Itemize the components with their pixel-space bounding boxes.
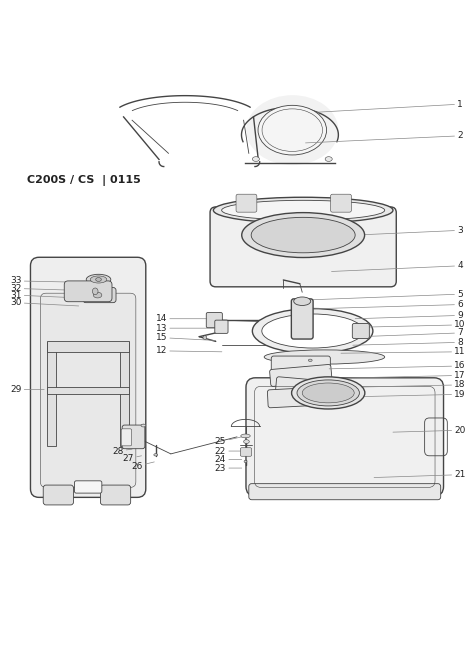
Ellipse shape xyxy=(302,383,354,403)
Bar xyxy=(47,387,129,394)
Ellipse shape xyxy=(241,434,250,438)
Text: 31: 31 xyxy=(10,291,79,299)
Text: 15: 15 xyxy=(155,333,216,342)
Ellipse shape xyxy=(244,461,247,462)
FancyBboxPatch shape xyxy=(275,377,326,396)
Text: 13: 13 xyxy=(155,324,218,333)
Ellipse shape xyxy=(244,440,249,444)
Ellipse shape xyxy=(292,377,365,409)
FancyBboxPatch shape xyxy=(122,425,145,449)
Text: 9: 9 xyxy=(355,311,463,320)
FancyBboxPatch shape xyxy=(30,257,146,497)
FancyBboxPatch shape xyxy=(91,281,104,291)
Ellipse shape xyxy=(252,157,259,161)
Ellipse shape xyxy=(96,277,101,281)
FancyBboxPatch shape xyxy=(267,386,334,408)
Text: 17: 17 xyxy=(331,371,466,380)
Text: 22: 22 xyxy=(215,446,242,455)
FancyBboxPatch shape xyxy=(215,320,228,333)
FancyBboxPatch shape xyxy=(74,481,102,493)
FancyBboxPatch shape xyxy=(352,323,369,339)
Text: 30: 30 xyxy=(10,298,79,307)
Ellipse shape xyxy=(90,276,107,283)
FancyBboxPatch shape xyxy=(270,364,332,386)
Ellipse shape xyxy=(252,308,373,353)
Text: 25: 25 xyxy=(215,437,242,446)
Ellipse shape xyxy=(297,380,359,406)
Ellipse shape xyxy=(93,292,102,298)
Ellipse shape xyxy=(86,274,111,284)
FancyBboxPatch shape xyxy=(40,293,136,488)
Text: 11: 11 xyxy=(341,347,466,356)
Ellipse shape xyxy=(222,201,385,220)
Ellipse shape xyxy=(92,288,98,295)
FancyBboxPatch shape xyxy=(100,485,131,505)
Text: 26: 26 xyxy=(131,462,155,471)
Text: 2: 2 xyxy=(306,132,463,143)
Text: 18: 18 xyxy=(329,381,466,390)
Text: 23: 23 xyxy=(215,464,242,473)
Ellipse shape xyxy=(154,453,157,456)
Ellipse shape xyxy=(251,217,355,253)
Text: 6: 6 xyxy=(298,300,463,309)
Text: 27: 27 xyxy=(123,454,142,463)
Text: 16: 16 xyxy=(329,361,466,370)
Bar xyxy=(47,342,56,446)
Text: 28: 28 xyxy=(112,446,132,455)
FancyBboxPatch shape xyxy=(210,207,396,287)
FancyBboxPatch shape xyxy=(292,299,313,339)
Text: 8: 8 xyxy=(353,338,463,347)
Text: 21: 21 xyxy=(374,470,466,479)
Text: 19: 19 xyxy=(336,390,466,399)
Text: C200S / CS  | 0115: C200S / CS | 0115 xyxy=(27,175,140,186)
Text: 7: 7 xyxy=(360,328,463,337)
Text: 5: 5 xyxy=(310,290,463,300)
Text: 12: 12 xyxy=(155,346,222,355)
Text: 29: 29 xyxy=(10,385,44,394)
Ellipse shape xyxy=(309,359,312,361)
FancyBboxPatch shape xyxy=(83,288,116,303)
Text: 20: 20 xyxy=(393,426,466,435)
Text: 33: 33 xyxy=(10,277,85,285)
Ellipse shape xyxy=(203,336,207,339)
Text: 1: 1 xyxy=(318,100,463,112)
FancyBboxPatch shape xyxy=(240,448,252,456)
FancyBboxPatch shape xyxy=(236,194,257,212)
FancyBboxPatch shape xyxy=(121,429,132,446)
Ellipse shape xyxy=(294,297,311,306)
FancyBboxPatch shape xyxy=(271,356,330,374)
Ellipse shape xyxy=(258,105,327,155)
Ellipse shape xyxy=(242,213,365,257)
FancyBboxPatch shape xyxy=(43,485,73,505)
Text: 3: 3 xyxy=(282,226,463,239)
Ellipse shape xyxy=(246,95,338,165)
FancyBboxPatch shape xyxy=(206,313,222,328)
Ellipse shape xyxy=(213,197,393,223)
Text: 32: 32 xyxy=(10,284,79,293)
Text: 10: 10 xyxy=(360,321,466,330)
Ellipse shape xyxy=(141,424,146,427)
Bar xyxy=(47,341,129,352)
Text: 14: 14 xyxy=(155,314,217,323)
FancyBboxPatch shape xyxy=(249,484,441,500)
FancyBboxPatch shape xyxy=(330,194,351,212)
Text: 4: 4 xyxy=(331,261,463,272)
Ellipse shape xyxy=(262,314,364,348)
FancyBboxPatch shape xyxy=(64,281,112,302)
Bar xyxy=(120,342,129,446)
Ellipse shape xyxy=(325,157,332,161)
Ellipse shape xyxy=(264,350,385,364)
Text: 24: 24 xyxy=(215,455,242,464)
FancyBboxPatch shape xyxy=(246,378,444,496)
